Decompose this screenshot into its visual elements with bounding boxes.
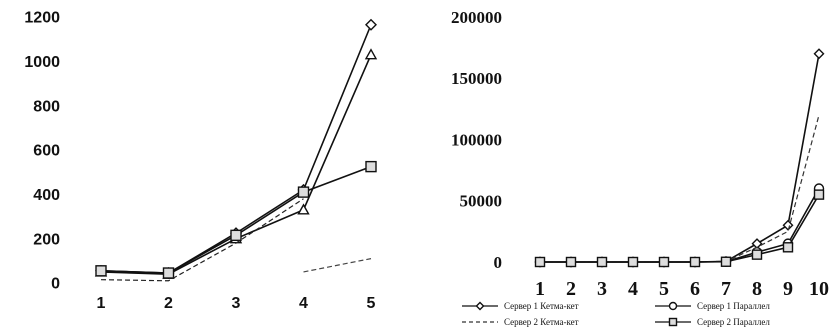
data-point [95, 265, 107, 277]
data-point [813, 189, 825, 200]
legend-label: Сервер 2 Кетма-кет [504, 317, 579, 327]
series-line [100, 165, 372, 274]
x-tick-label: 3 [597, 278, 607, 300]
data-point [534, 256, 546, 268]
series-line [540, 114, 820, 263]
series-4 [534, 189, 825, 268]
legend-marker [668, 317, 678, 327]
data-point [627, 256, 639, 268]
data-point [364, 48, 378, 60]
series-1 [534, 48, 825, 268]
data-point [230, 229, 242, 242]
data-point [596, 256, 608, 268]
legend-label: Сервер 2 Параллел [697, 317, 770, 327]
data-point [658, 256, 670, 268]
data-point [162, 267, 175, 279]
data-point [720, 256, 732, 267]
legend-label: Сервер 1 Кетма-кет [504, 301, 579, 311]
y-tick-label: 800 [33, 98, 60, 115]
legend-item: Сервер 2 Параллел [655, 317, 770, 327]
x-tick-label: 5 [659, 278, 669, 300]
data-point [813, 48, 825, 60]
series-3 [540, 114, 820, 263]
x-tick-label: 9 [783, 278, 793, 300]
data-point [751, 249, 763, 260]
x-tick-label: 5 [367, 295, 376, 312]
x-tick-label: 2 [566, 278, 576, 300]
series-2 [94, 48, 378, 279]
x-tick-label: 4 [628, 278, 638, 300]
series-2 [534, 183, 825, 268]
legend-item: Сервер 1 Параллел [655, 301, 770, 311]
x-tick-label: 3 [232, 295, 241, 312]
series-5 [303, 258, 372, 273]
x-tick-label: 10 [809, 278, 829, 300]
y-tick-label: 100000 [451, 130, 502, 149]
legend-marker [668, 301, 678, 311]
y-tick-label: 0 [494, 253, 503, 272]
x-tick-label: 6 [690, 278, 700, 300]
right-chart-legend: Сервер 1 Кетма-кет Сервер 1 Параллел Серве… [462, 301, 770, 327]
data-point [297, 203, 310, 215]
y-tick-label: 1200 [24, 10, 60, 27]
y-tick-label: 600 [33, 143, 60, 160]
legend-item: Сервер 1 Кетма-кет [462, 301, 579, 311]
series-line [540, 194, 820, 263]
y-tick-label: 200 [33, 231, 60, 248]
legend-label: Сервер 1 Параллел [697, 301, 770, 311]
data-point [297, 186, 310, 198]
data-point [565, 256, 577, 268]
series-line [100, 198, 304, 282]
x-tick-label: 8 [752, 278, 762, 300]
x-tick-label: 1 [535, 278, 545, 300]
x-tick-label: 7 [721, 278, 731, 300]
y-tick-label: 150000 [451, 69, 502, 88]
right-line-chart: 0 50000 100000 150000 200000 1 2 3 4 5 6 7 8 9 10 [451, 8, 829, 300]
data-point [782, 242, 794, 253]
data-point [365, 18, 377, 31]
series-line [540, 188, 820, 263]
series-line [303, 258, 372, 273]
data-point [689, 256, 701, 268]
x-tick-label: 1 [97, 295, 106, 312]
y-tick-label: 400 [33, 187, 60, 204]
series-4 [100, 198, 304, 282]
y-tick-label: 1000 [24, 54, 60, 71]
data-point [365, 160, 377, 173]
y-tick-label: 50000 [460, 192, 503, 211]
series-line [540, 53, 820, 263]
y-tick-label: 200000 [451, 8, 502, 27]
left-line-chart: 0 200 400 600 800 1000 1200 1 2 3 4 5 [24, 10, 378, 312]
x-tick-label: 2 [164, 295, 173, 312]
legend-item: Сервер 2 Кетма-кет [462, 317, 579, 327]
x-tick-label: 4 [299, 295, 308, 312]
series-3 [95, 160, 377, 279]
y-tick-label: 0 [51, 276, 60, 293]
data-point [782, 219, 794, 231]
legend-marker [475, 301, 485, 311]
